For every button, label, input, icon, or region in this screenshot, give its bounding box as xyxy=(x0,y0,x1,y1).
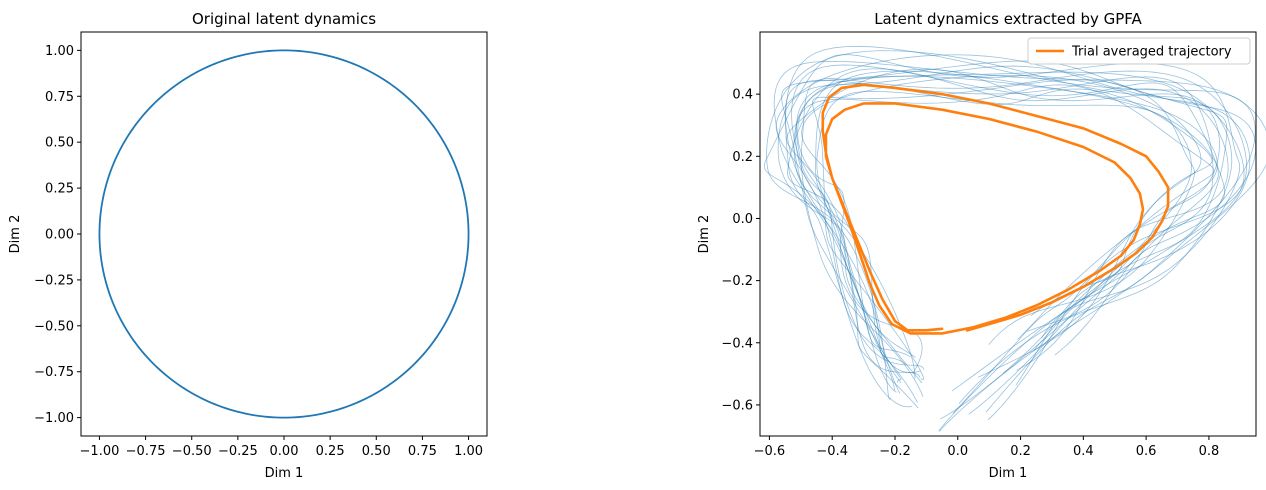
trial-trajectory-line xyxy=(775,54,1251,403)
y-tick-label: 0.0 xyxy=(732,212,753,227)
trial-trajectory-line xyxy=(773,60,1266,432)
x-tick-label: 0.00 xyxy=(270,444,299,459)
y-tick-label: 0.75 xyxy=(45,90,74,105)
y-tick-label: −0.4 xyxy=(721,336,753,351)
trial-trajectory-line xyxy=(801,75,1202,378)
trial-trajectory-line xyxy=(785,45,1256,413)
x-tick-label: 0.0 xyxy=(947,444,968,459)
plot-area xyxy=(763,45,1266,432)
x-tick-label: 0.2 xyxy=(1010,444,1031,459)
x-axis: −1.00 −0.75 −0.50 −0.25 0.00 0.25 0.50 0.75 1.00 xyxy=(80,436,483,459)
y-tick-label: −0.50 xyxy=(34,319,74,334)
x-tick-label: −0.50 xyxy=(172,444,212,459)
x-tick-label: −0.25 xyxy=(218,444,258,459)
trial-trajectory-line xyxy=(786,68,1220,384)
y-tick-label: −0.6 xyxy=(721,398,753,413)
trial-trajectory-line xyxy=(796,71,1245,432)
y-axis-label: Dim 2 xyxy=(697,215,712,254)
x-tick-label: 0.4 xyxy=(1073,444,1094,459)
left-chart: Original latent dynamics −1.00 −0.75 −0.50… xyxy=(8,10,488,481)
trial-trajectory-line xyxy=(763,54,1241,409)
trial-trajectory-line xyxy=(815,70,1219,420)
trial-averaged-trajectory-line xyxy=(821,83,1170,335)
x-axis-label: Dim 1 xyxy=(989,466,1028,481)
x-tick-label: 0.75 xyxy=(408,444,437,459)
x-tick-label: −0.4 xyxy=(816,444,848,459)
trial-trajectory-line xyxy=(812,79,1195,381)
y-tick-label: 0.4 xyxy=(732,88,753,103)
legend: Trial averaged trajectory xyxy=(1027,37,1251,65)
x-tick-label: 0.25 xyxy=(316,444,345,459)
x-tick-label: 1.00 xyxy=(454,444,483,459)
x-tick-label: −1.00 xyxy=(80,444,120,459)
x-tick-label: 0.8 xyxy=(1199,444,1220,459)
trial-trajectory-line xyxy=(766,50,1233,404)
x-tick-label: −0.75 xyxy=(126,444,166,459)
legend-label: Trial averaged trajectory xyxy=(1071,45,1232,60)
y-tick-label: 0.50 xyxy=(45,136,74,151)
chart-title: Original latent dynamics xyxy=(192,10,376,28)
y-axis: 1.00 0.75 0.50 0.25 0.00 −0.25 −0.50 −0.75 −1.00 xyxy=(34,44,81,426)
trial-trajectory-line xyxy=(793,75,1218,414)
y-tick-label: 0.2 xyxy=(732,150,753,165)
x-axis: −0.6 −0.4 −0.2 0.0 0.2 0.4 0.6 0.8 xyxy=(754,436,1220,459)
axes-frame xyxy=(80,31,488,437)
y-axis: 0.4 0.2 0.0 −0.2 −0.4 −0.6 xyxy=(721,88,760,413)
latent-circle-line xyxy=(98,49,470,419)
plot-area xyxy=(98,49,470,419)
y-tick-label: −0.25 xyxy=(34,273,74,288)
x-axis-label: Dim 1 xyxy=(265,466,304,481)
y-axis-label: Dim 2 xyxy=(8,215,23,254)
chart-title: Latent dynamics extracted by GPFA xyxy=(874,10,1142,28)
legend-box xyxy=(1027,37,1251,65)
trial-trajectory-line xyxy=(781,60,1257,383)
trial-trajectory-line xyxy=(816,90,1192,392)
trial-trajectory-line xyxy=(791,64,1226,374)
x-tick-label: 0.6 xyxy=(1136,444,1157,459)
y-tick-label: 0.25 xyxy=(45,182,74,197)
y-tick-label: 0.00 xyxy=(45,228,74,243)
trial-trajectory-line xyxy=(797,83,1213,374)
x-tick-label: −0.2 xyxy=(879,444,911,459)
x-tick-label: 0.50 xyxy=(362,444,391,459)
y-tick-label: −0.2 xyxy=(721,274,753,289)
trial-trajectory-line xyxy=(777,65,1228,378)
y-tick-label: −1.00 xyxy=(34,411,74,426)
y-tick-label: −0.75 xyxy=(34,365,74,380)
axes-frame xyxy=(759,31,1257,437)
y-tick-label: 1.00 xyxy=(45,44,74,59)
x-tick-label: −0.6 xyxy=(754,444,786,459)
right-chart: Latent dynamics extracted by GPFA −0.6 −0… xyxy=(697,10,1266,481)
